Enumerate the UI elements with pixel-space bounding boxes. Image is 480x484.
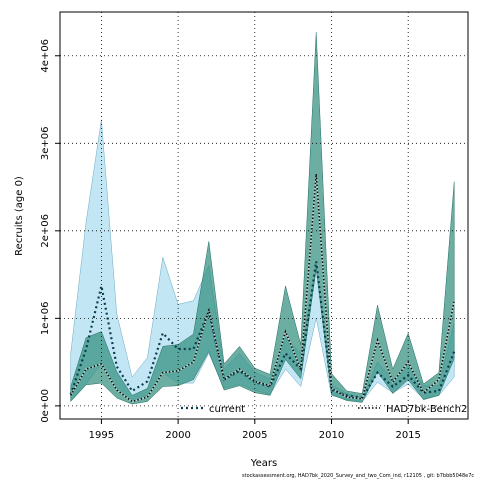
- legend: current HAD7bk-Bench2: [181, 404, 467, 415]
- confidence-bands: [70, 32, 455, 405]
- grid-lines: [60, 12, 468, 419]
- series-line-current: [69, 261, 456, 400]
- x-axis-label: Years: [250, 458, 277, 469]
- y-axis-label: Recruits (age 0): [14, 176, 25, 256]
- x-axis: 1995 2000 2005 2010 2015: [89, 419, 421, 441]
- series-line-bench: [70, 173, 455, 403]
- series-lines: [69, 173, 456, 403]
- x-tick-label: 2005: [242, 430, 267, 441]
- y-tick-label: 3e+06: [40, 126, 51, 160]
- x-tick-label: 2015: [395, 430, 420, 441]
- y-axis: 0e+00 1e+06 2e+06 3e+06 4e+06: [40, 39, 60, 423]
- y-tick-label: 2e+06: [40, 214, 51, 248]
- y-tick-label: 0e+00: [40, 389, 51, 423]
- x-tick-label: 2010: [319, 430, 344, 441]
- plot-frame: [59, 11, 469, 420]
- confidence-band-0: [70, 119, 455, 402]
- confidence-band-1: [70, 32, 455, 405]
- y-tick-label: 4e+06: [40, 39, 51, 73]
- legend-label-0: current: [209, 404, 245, 415]
- footnote: stockassessment.org, HAD7bk_2020_Survey_…: [242, 473, 475, 479]
- legend-label-1: HAD7bk-Bench2: [386, 404, 467, 415]
- x-tick-label: 1995: [89, 430, 114, 441]
- x-tick-label: 2000: [165, 430, 190, 441]
- y-tick-label: 1e+06: [40, 302, 51, 336]
